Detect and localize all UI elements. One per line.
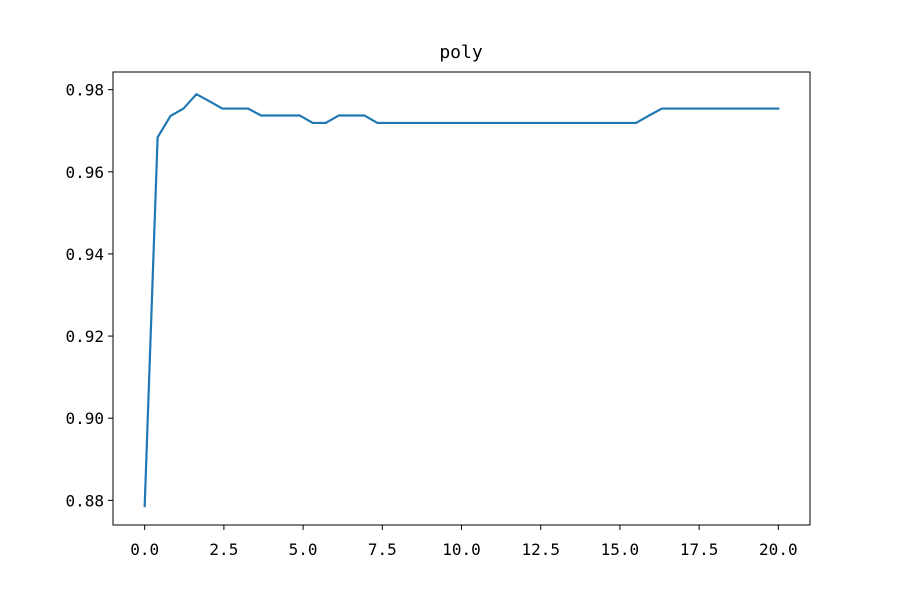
y-tick-label: 0.94 <box>65 245 104 264</box>
x-tick-label: 12.5 <box>521 540 560 559</box>
y-tick-label: 0.88 <box>65 491 104 510</box>
y-tick-label: 0.90 <box>65 409 104 428</box>
x-tick-label: 2.5 <box>209 540 238 559</box>
series-line-0 <box>143 93 780 508</box>
x-tick-label: 7.5 <box>368 540 397 559</box>
x-tick-label: 5.0 <box>289 540 318 559</box>
x-tick-label: 10.0 <box>442 540 481 559</box>
plot-area-frame <box>112 71 811 526</box>
series-layer <box>143 93 780 508</box>
chart-title: poly <box>439 42 483 63</box>
y-tick-label: 0.92 <box>65 327 104 346</box>
x-tick-label: 20.0 <box>759 540 798 559</box>
x-tick-label: 0.0 <box>130 540 159 559</box>
x-tick-label: 15.0 <box>601 540 640 559</box>
y-tick-label: 0.96 <box>65 163 104 182</box>
x-tick-label: 17.5 <box>680 540 719 559</box>
y-axis-ticks: 0.88 0.90 0.92 0.94 0.96 0.98 <box>65 81 113 510</box>
x-axis-ticks: 0.0 2.5 5.0 7.5 10.0 12.5 15.0 17.5 20.0 <box>130 525 798 559</box>
y-tick-label: 0.98 <box>65 81 104 100</box>
